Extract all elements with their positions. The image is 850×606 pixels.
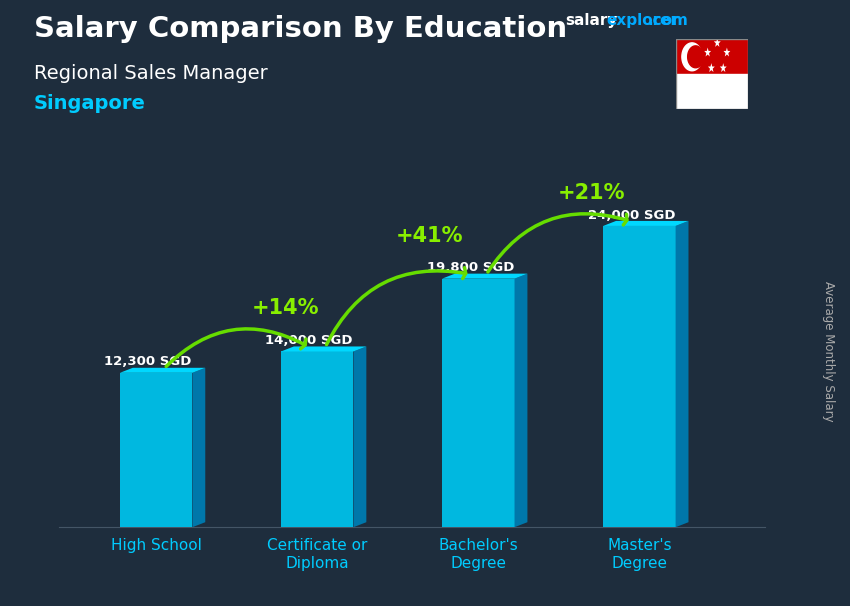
FancyBboxPatch shape xyxy=(120,373,192,527)
Polygon shape xyxy=(682,43,702,71)
Polygon shape xyxy=(676,221,688,527)
Text: 24,000 SGD: 24,000 SGD xyxy=(587,208,675,222)
Text: 19,800 SGD: 19,800 SGD xyxy=(427,261,514,275)
Polygon shape xyxy=(514,274,527,527)
Polygon shape xyxy=(120,368,205,373)
Text: Regional Sales Manager: Regional Sales Manager xyxy=(34,64,268,82)
Text: .com: .com xyxy=(648,13,689,28)
FancyBboxPatch shape xyxy=(604,226,676,527)
Text: explorer: explorer xyxy=(606,13,678,28)
Polygon shape xyxy=(604,221,689,226)
Text: salary: salary xyxy=(565,13,618,28)
Text: Singapore: Singapore xyxy=(34,94,146,113)
Text: Average Monthly Salary: Average Monthly Salary xyxy=(822,281,836,422)
Bar xyxy=(676,39,748,75)
Polygon shape xyxy=(281,347,366,351)
Text: 12,300 SGD: 12,300 SGD xyxy=(105,356,192,368)
FancyBboxPatch shape xyxy=(442,279,514,527)
Text: Salary Comparison By Education: Salary Comparison By Education xyxy=(34,15,567,43)
Bar xyxy=(676,75,748,109)
Polygon shape xyxy=(354,347,366,527)
Text: +14%: +14% xyxy=(252,298,319,318)
Polygon shape xyxy=(720,63,727,72)
Polygon shape xyxy=(714,38,721,47)
FancyBboxPatch shape xyxy=(281,351,354,527)
Polygon shape xyxy=(723,47,730,56)
Polygon shape xyxy=(192,368,205,527)
Polygon shape xyxy=(442,274,527,279)
Polygon shape xyxy=(688,46,704,68)
Text: +41%: +41% xyxy=(396,226,464,246)
Polygon shape xyxy=(708,63,715,72)
Polygon shape xyxy=(705,47,711,56)
Text: 14,000 SGD: 14,000 SGD xyxy=(265,334,353,347)
Text: +21%: +21% xyxy=(558,183,625,204)
